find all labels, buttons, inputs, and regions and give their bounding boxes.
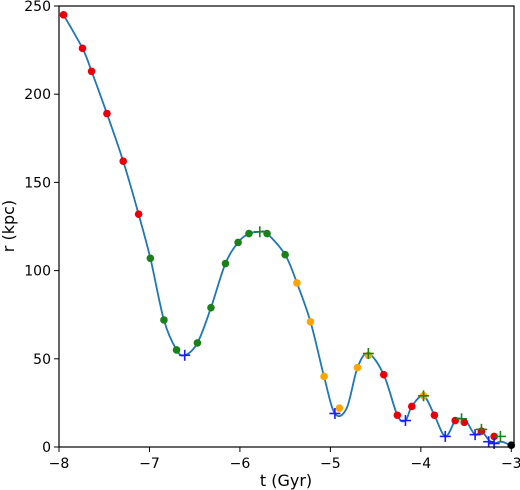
x-tick-label: −8 [49, 456, 70, 472]
blue-plus-marker [439, 430, 451, 442]
red-marker [451, 416, 460, 425]
green-marker [160, 316, 168, 324]
red-marker [407, 402, 416, 411]
red-marker [460, 418, 469, 427]
plot-frame [58, 5, 515, 448]
y-tick-label: 250 [24, 0, 51, 15]
blue-plus-marker [179, 349, 191, 361]
green-plus-marker [494, 430, 506, 442]
green-plus-marker [254, 226, 266, 238]
x-tick-label: −5 [320, 456, 341, 472]
blue-plus-marker [329, 407, 341, 419]
y-tick-label: 200 [24, 87, 51, 103]
y-tick-label: 150 [24, 175, 51, 191]
green-marker [281, 250, 289, 259]
green-plus-marker [456, 413, 468, 425]
x-axis-label: t (Gyr) [260, 471, 312, 490]
x-tick-label: −7 [139, 456, 160, 472]
green-marker [172, 346, 181, 354]
red-marker [430, 411, 439, 420]
red-marker [59, 11, 68, 19]
marker-series [59, 11, 516, 450]
y-tick-label: 50 [33, 352, 51, 368]
green-marker [146, 254, 155, 263]
red-marker [490, 432, 498, 441]
red-marker [134, 210, 143, 218]
orange-marker [335, 404, 344, 412]
blue-plus-marker [483, 436, 495, 448]
x-tick-label: −6 [230, 456, 251, 472]
red-marker [78, 44, 87, 53]
y-axis-ticks: 0 50 100 150 200 250 [24, 0, 59, 456]
red-marker [103, 109, 111, 118]
orange-marker [320, 372, 328, 381]
red-marker [87, 67, 96, 76]
green-marker [207, 303, 215, 312]
red-marker [379, 370, 388, 379]
orange-marker [306, 317, 315, 326]
orange-marker [353, 363, 362, 372]
green-plus-marker [418, 390, 430, 402]
blue-plus-marker [399, 415, 411, 427]
green-plus-marker [475, 423, 487, 435]
green-marker [245, 229, 253, 238]
green-marker [193, 339, 202, 347]
green-marker [221, 259, 230, 268]
y-tick-label: 100 [24, 264, 51, 280]
x-axis-ticks: −8 −7 −6 −5 −4 −3 [49, 447, 520, 472]
x-tick-label: −3 [501, 456, 520, 472]
red-marker [393, 411, 402, 420]
green-plus-marker [362, 348, 374, 360]
plot-background [59, 6, 514, 447]
y-axis-label: r (kpc) [0, 200, 18, 252]
x-tick-label: −4 [411, 456, 432, 472]
y-tick-label: 0 [42, 440, 51, 456]
red-marker [119, 157, 128, 166]
blue-plus-marker [469, 429, 481, 441]
green-marker [263, 229, 271, 238]
green-marker [234, 238, 242, 247]
orange-marker [293, 279, 301, 287]
